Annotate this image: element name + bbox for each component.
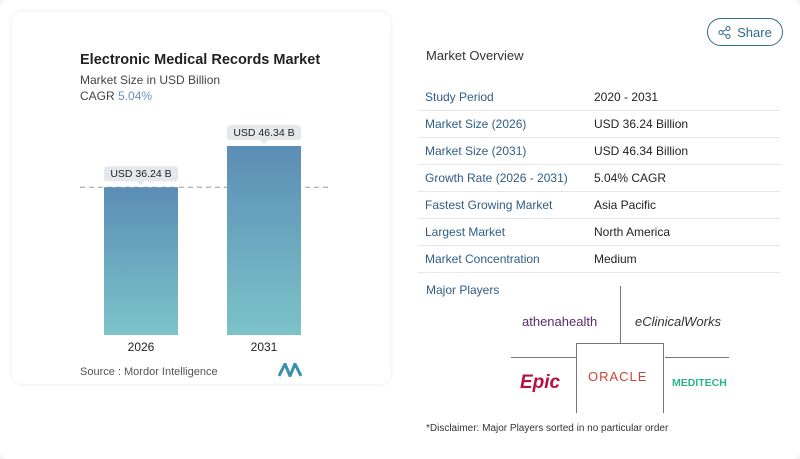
chart-panel: [12, 12, 390, 384]
table-row: Largest Market North America: [418, 218, 780, 246]
row-key: Largest Market: [418, 218, 587, 246]
major-players-title: Major Players: [426, 283, 500, 297]
row-key: Market Size (2031): [418, 137, 587, 165]
meditech-logo: MEDITECH: [672, 377, 727, 389]
logo-box: [576, 343, 664, 413]
row-value: North America: [587, 218, 780, 246]
row-key: Fastest Growing Market: [418, 191, 587, 219]
cagr: CAGR 5.04%: [80, 89, 152, 103]
disclaimer: *Disclaimer: Major Players sorted in no …: [426, 423, 669, 434]
data-label-pointer: [137, 181, 145, 186]
divider: [511, 357, 577, 358]
table-row: Market Concentration Medium: [418, 245, 780, 273]
data-label-bg: [104, 166, 178, 182]
epic-logo: Epic: [520, 372, 561, 393]
row-value: 5.04% CAGR: [587, 164, 780, 192]
data-label: USD 46.34 B: [233, 127, 294, 139]
x-tick-label: 2031: [251, 340, 278, 354]
overview-table: Study Period 2020 - 2031 Market Size (202…: [418, 84, 780, 273]
mordor-logo-icon: [278, 363, 302, 377]
divider: [620, 286, 621, 343]
row-value: USD 46.34 Billion: [587, 137, 780, 165]
share-button[interactable]: Share: [707, 18, 783, 46]
table-row: Market Size (2031) USD 46.34 Billion: [418, 137, 780, 165]
row-key: Growth Rate (2026 - 2031): [418, 164, 587, 192]
data-label-bg: [227, 125, 301, 140]
table-row: Study Period 2020 - 2031: [418, 84, 780, 111]
row-key: Study Period: [418, 84, 587, 111]
source: Source : Mordor Intelligence: [80, 366, 218, 378]
cagr-value: 5.04%: [118, 89, 153, 103]
divider: [665, 357, 729, 358]
overview-title: Market Overview: [426, 48, 524, 63]
row-value: Medium: [587, 245, 780, 273]
row-value: USD 36.24 Billion: [587, 110, 780, 138]
row-value: Asia Pacific: [587, 191, 780, 219]
x-tick-label: 2026: [128, 340, 155, 354]
chart-title: Electronic Medical Records Market: [80, 52, 321, 68]
row-key: Market Size (2026): [418, 110, 587, 138]
share-label: Share: [737, 24, 772, 40]
data-label: USD 36.24 B: [110, 168, 171, 180]
table-row: Market Size (2026) USD 36.24 Billion: [418, 110, 780, 138]
cagr-label: CAGR: [80, 89, 115, 103]
eclinicalworks-logo: eClinicalWorks: [635, 314, 721, 329]
bar-2031: [227, 146, 301, 335]
data-label-pointer: [260, 140, 268, 144]
athenahealth-logo: athenahealth: [522, 314, 598, 329]
row-value: 2020 - 2031: [587, 84, 780, 111]
table-row: Growth Rate (2026 - 2031) 5.04% CAGR: [418, 164, 780, 192]
bar-chart: USD 36.24 B 2026 USD 46.34 B 2031: [80, 125, 330, 354]
chart-subtitle: Market Size in USD Billion: [80, 73, 221, 87]
share-icon: [718, 25, 731, 39]
table-row: Fastest Growing Market Asia Pacific: [418, 191, 780, 219]
oracle-logo: ORACLE: [588, 369, 648, 384]
row-key: Market Concentration: [418, 245, 587, 273]
bar-2026: [104, 187, 178, 335]
